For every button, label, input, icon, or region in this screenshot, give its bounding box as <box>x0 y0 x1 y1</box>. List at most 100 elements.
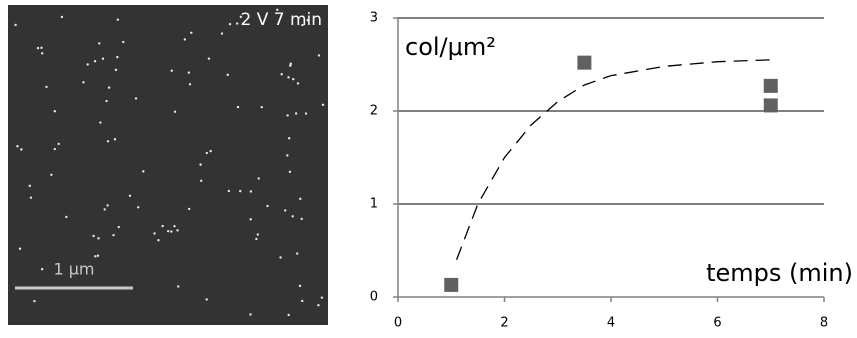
particle <box>97 237 100 240</box>
particle <box>296 252 299 255</box>
particle <box>287 137 291 140</box>
particle <box>40 46 43 50</box>
particle <box>287 313 290 317</box>
particle <box>320 296 324 299</box>
particle <box>236 105 240 109</box>
particle <box>207 57 211 60</box>
particle <box>188 83 192 86</box>
particle <box>187 207 191 211</box>
micrograph <box>8 5 328 325</box>
particle <box>220 32 224 35</box>
particle <box>112 233 115 237</box>
particle <box>116 18 120 21</box>
particle <box>321 103 325 107</box>
particle <box>306 18 309 22</box>
particle <box>226 73 229 77</box>
data-point <box>763 78 778 93</box>
chart: col/μm² temps (min) <box>405 33 853 287</box>
particle <box>301 299 304 303</box>
particle <box>296 82 300 85</box>
x-tick-label: 4 <box>607 316 615 331</box>
x-tick-label: 8 <box>820 316 828 331</box>
particle <box>256 233 259 236</box>
particle <box>294 112 298 115</box>
particle <box>57 142 60 146</box>
x-axis-label: temps (min) <box>706 259 853 287</box>
particle <box>20 148 23 151</box>
scale-bar-label: 1 μm <box>53 260 94 279</box>
particle <box>18 247 22 250</box>
particle <box>173 110 177 113</box>
particle <box>107 86 111 89</box>
particle <box>235 22 239 25</box>
particle <box>317 54 321 57</box>
particle <box>116 55 119 59</box>
particle <box>45 85 48 89</box>
y-tick-label: 3 <box>370 11 378 26</box>
particle <box>128 194 132 197</box>
particle <box>134 97 138 100</box>
particle <box>103 208 106 211</box>
particle <box>98 42 101 45</box>
particle <box>50 173 53 176</box>
particle <box>117 225 120 229</box>
particle <box>249 313 252 316</box>
particle <box>142 170 145 173</box>
particle <box>36 46 40 50</box>
particle <box>93 60 97 63</box>
particle <box>199 163 202 166</box>
particle <box>190 31 193 35</box>
particle <box>60 15 64 19</box>
particle <box>41 52 44 55</box>
particle <box>255 237 258 241</box>
particle <box>176 229 179 232</box>
particle <box>65 215 68 219</box>
particle <box>53 110 57 113</box>
particle <box>287 76 290 79</box>
particle <box>249 190 253 193</box>
particle <box>106 140 110 143</box>
particle <box>173 224 176 228</box>
particle <box>101 57 105 60</box>
particle <box>14 23 17 27</box>
image-label: 2 V 7 min <box>240 10 322 30</box>
y-tick-label: 1 <box>370 197 378 212</box>
particle <box>228 22 232 26</box>
particle <box>205 151 208 155</box>
particle <box>29 196 33 199</box>
x-tick-label: 0 <box>394 316 402 331</box>
particle <box>99 121 102 124</box>
data-point <box>577 55 592 70</box>
particle <box>161 224 164 228</box>
particle <box>227 189 231 193</box>
particle <box>82 81 85 84</box>
particle <box>200 179 203 182</box>
particle <box>86 63 89 66</box>
particle <box>137 206 140 209</box>
y-tick-label: 2 <box>370 104 378 119</box>
particle <box>157 239 160 242</box>
particle <box>276 8 279 12</box>
particle <box>187 71 191 74</box>
particle <box>170 230 173 233</box>
data-point <box>763 98 778 113</box>
particles <box>14 8 325 317</box>
particle <box>298 284 302 288</box>
particle <box>257 177 260 180</box>
particle <box>292 77 295 81</box>
particle <box>300 217 303 221</box>
particle <box>260 105 263 109</box>
particle <box>209 149 212 153</box>
particle <box>304 112 308 115</box>
particle <box>105 99 108 103</box>
particle <box>205 298 208 301</box>
particle <box>106 204 109 207</box>
particle <box>16 145 19 148</box>
particle <box>114 68 118 72</box>
particle <box>177 285 180 288</box>
particle <box>122 40 125 44</box>
particle <box>288 170 292 174</box>
particle <box>280 73 283 76</box>
particle <box>239 15 243 19</box>
